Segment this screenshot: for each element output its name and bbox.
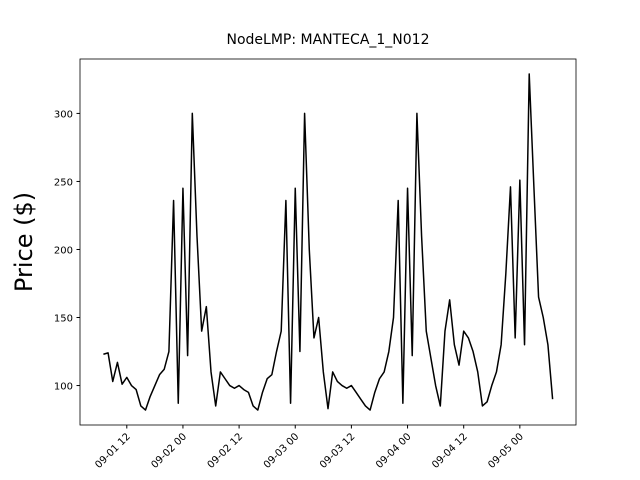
- plot-frame: [79, 58, 577, 426]
- y-tick-label: 250: [54, 177, 73, 188]
- chart-title: NodeLMP: MANTECA_1_N012: [226, 32, 429, 48]
- y-tick-label: 300: [54, 109, 73, 120]
- y-tick-label: 150: [54, 314, 73, 325]
- line: [103, 73, 554, 411]
- y-tick-label: 100: [54, 382, 73, 393]
- y-axis-label: Price ($): [10, 192, 38, 292]
- y-tick-label: 200: [54, 245, 73, 256]
